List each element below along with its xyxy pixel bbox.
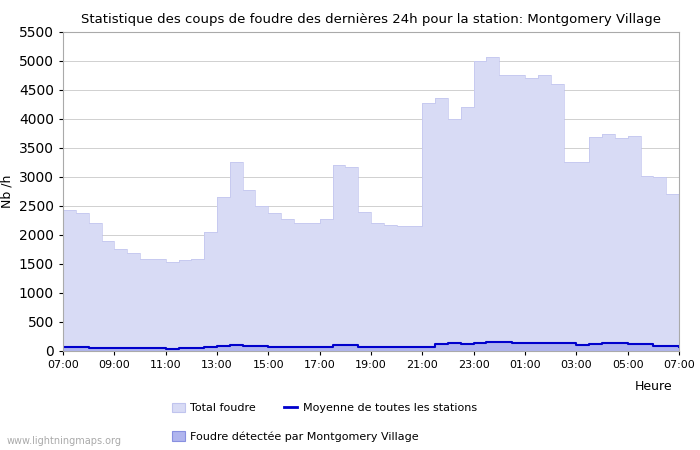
Text: www.lightningmaps.org: www.lightningmaps.org [7, 436, 122, 446]
Text: Heure: Heure [634, 380, 672, 393]
Title: Statistique des coups de foudre des dernières 24h pour la station: Montgomery Vi: Statistique des coups de foudre des dern… [81, 13, 661, 26]
Legend: Foudre détectée par Montgomery Village: Foudre détectée par Montgomery Village [167, 427, 424, 446]
Y-axis label: Nb /h: Nb /h [0, 175, 13, 208]
